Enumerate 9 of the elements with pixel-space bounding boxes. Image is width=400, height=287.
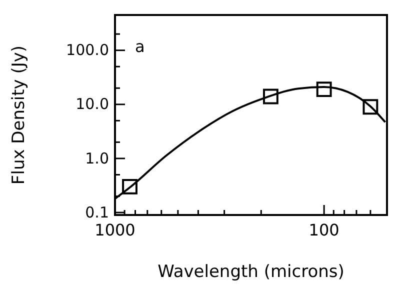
y-tick-label: 0.1 bbox=[85, 203, 109, 222]
x-tick-label: 1000 bbox=[94, 220, 136, 240]
x-axis-title: Wavelength (microns) bbox=[158, 262, 344, 282]
y-tick-label: 10.0 bbox=[76, 95, 109, 114]
annotation: a bbox=[135, 37, 145, 56]
y-axis-title: Flux Density (Jy) bbox=[9, 45, 29, 185]
y-tick-label: 100.0 bbox=[66, 41, 109, 60]
x-tick-label: 100 bbox=[308, 220, 340, 240]
y-tick-label: 1.0 bbox=[85, 149, 109, 168]
